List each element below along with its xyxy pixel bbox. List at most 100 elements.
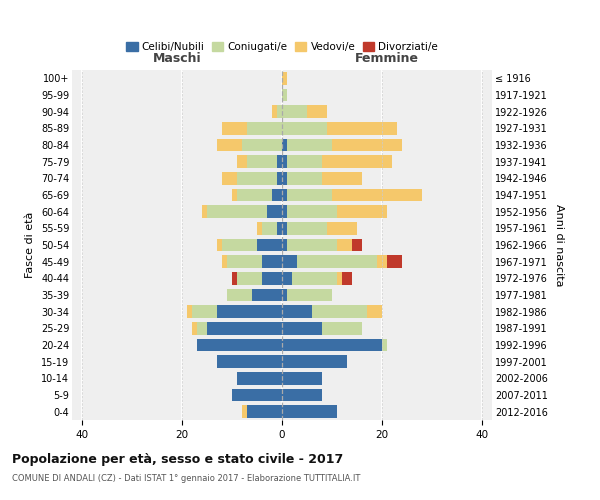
Bar (207, 322, 282, 334)
Bar (312, 306, 367, 318)
Bar (222, 239, 257, 251)
Bar (237, 272, 262, 284)
Bar (282, 138, 287, 151)
Text: Popolazione per età, sesso e stato civile - 2017: Popolazione per età, sesso e stato civil… (12, 452, 343, 466)
Bar (227, 289, 252, 301)
Bar (217, 239, 222, 251)
Bar (262, 256, 282, 268)
Bar (332, 138, 402, 151)
Bar (282, 289, 287, 301)
Bar (282, 156, 287, 168)
Bar (197, 339, 282, 351)
Bar (217, 356, 282, 368)
Bar (282, 206, 287, 218)
Bar (232, 389, 282, 401)
Bar (222, 172, 237, 184)
Bar (322, 172, 362, 184)
Bar (237, 172, 277, 184)
Bar (222, 122, 247, 134)
Bar (282, 172, 287, 184)
Bar (322, 156, 392, 168)
Bar (207, 206, 267, 218)
Bar (187, 306, 192, 318)
Bar (282, 272, 292, 284)
Bar (282, 389, 322, 401)
Bar (247, 156, 277, 168)
Bar (232, 188, 237, 201)
Bar (337, 206, 387, 218)
Bar (297, 256, 377, 268)
Bar (282, 306, 312, 318)
Bar (282, 322, 322, 334)
Bar (387, 256, 402, 268)
Bar (192, 322, 197, 334)
Bar (337, 272, 342, 284)
Bar (352, 239, 362, 251)
Bar (237, 188, 272, 201)
Bar (272, 188, 282, 201)
Bar (282, 222, 287, 234)
Bar (257, 222, 262, 234)
Bar (282, 356, 347, 368)
Text: Maschi: Maschi (152, 52, 202, 65)
Bar (237, 156, 247, 168)
Bar (247, 122, 282, 134)
Bar (287, 156, 322, 168)
Bar (322, 322, 362, 334)
Bar (237, 372, 282, 384)
Bar (282, 72, 287, 85)
Bar (282, 339, 382, 351)
Bar (327, 122, 397, 134)
Text: COMUNE DI ANDALI (CZ) - Dati ISTAT 1° gennaio 2017 - Elaborazione TUTTITALIA.IT: COMUNE DI ANDALI (CZ) - Dati ISTAT 1° ge… (12, 474, 361, 483)
Legend: Celibi/Nubili, Coniugati/e, Vedovi/e, Divorziati/e: Celibi/Nubili, Coniugati/e, Vedovi/e, Di… (124, 40, 440, 54)
Bar (192, 306, 217, 318)
Bar (287, 172, 322, 184)
Bar (277, 172, 282, 184)
Bar (282, 106, 307, 118)
Bar (282, 188, 287, 201)
Text: Femmine: Femmine (355, 52, 419, 65)
Bar (277, 222, 282, 234)
Bar (287, 222, 327, 234)
Bar (222, 256, 227, 268)
Bar (287, 239, 337, 251)
Bar (382, 339, 387, 351)
Y-axis label: Anni di nascita: Anni di nascita (554, 204, 565, 286)
Bar (232, 272, 237, 284)
Bar (307, 106, 327, 118)
Bar (342, 272, 352, 284)
Bar (252, 289, 282, 301)
Bar (332, 188, 422, 201)
Bar (257, 239, 282, 251)
Bar (282, 372, 322, 384)
Bar (282, 239, 287, 251)
Bar (282, 122, 327, 134)
Bar (217, 306, 282, 318)
Bar (277, 156, 282, 168)
Bar (337, 239, 352, 251)
Bar (292, 272, 337, 284)
Y-axis label: Fasce di età: Fasce di età (25, 212, 35, 278)
Bar (287, 206, 337, 218)
Bar (367, 306, 382, 318)
Bar (282, 256, 297, 268)
Bar (262, 222, 277, 234)
Bar (217, 138, 242, 151)
Bar (197, 322, 207, 334)
Bar (327, 222, 357, 234)
Bar (242, 138, 282, 151)
Bar (282, 89, 287, 101)
Bar (267, 206, 282, 218)
Bar (262, 272, 282, 284)
Bar (287, 138, 332, 151)
Bar (287, 289, 332, 301)
Bar (282, 406, 337, 418)
Bar (202, 206, 207, 218)
Bar (287, 188, 332, 201)
Bar (247, 406, 282, 418)
Bar (277, 106, 282, 118)
Bar (272, 106, 277, 118)
Bar (242, 406, 247, 418)
Bar (377, 256, 387, 268)
Bar (227, 256, 262, 268)
